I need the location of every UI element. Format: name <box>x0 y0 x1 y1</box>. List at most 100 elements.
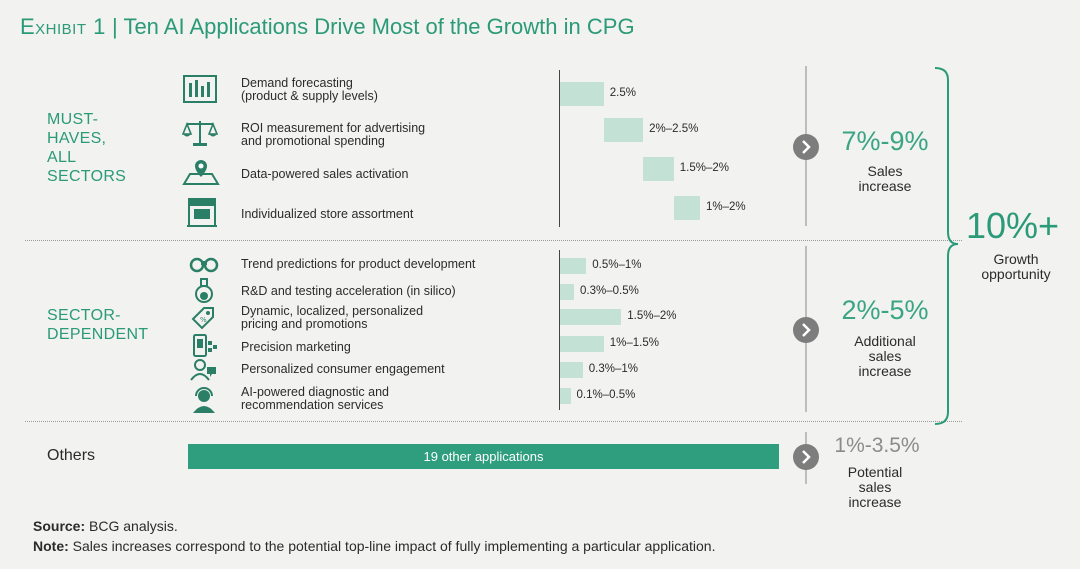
bar-value-label: 1%–2% <box>706 201 746 213</box>
bar-value-label: 0.5%–1% <box>592 259 642 271</box>
source-text: BCG analysis. <box>89 518 178 534</box>
app-label-store-assortment: Individualized store assortment <box>241 208 413 221</box>
bar-must-have <box>560 82 604 106</box>
storefront-icon <box>186 196 218 228</box>
caption-line: Additional <box>854 333 916 349</box>
bar-sector-dependent <box>560 362 583 378</box>
growth-bracket <box>930 66 960 431</box>
app-label-line: recommendation services <box>241 398 384 412</box>
chevron-right-icon <box>793 317 819 343</box>
caption-line: Growth <box>993 251 1039 267</box>
binoculars-icon <box>189 255 219 273</box>
app-label-line: Dynamic, localized, personalized <box>241 304 424 318</box>
title-separator: | <box>112 14 118 39</box>
chevron-right-icon <box>793 444 819 470</box>
bar-sector-dependent <box>560 336 604 352</box>
bar-sector-dependent <box>560 258 587 274</box>
app-label-diagnostic-services: AI-powered diagnostic and recommendation… <box>241 386 389 412</box>
section-label-line: SECTOR- <box>47 307 121 324</box>
app-label-roi-measurement: ROI measurement for advertising and prom… <box>241 122 425 148</box>
price-tag-icon: % <box>190 305 216 331</box>
app-label-line: pricing and promotions <box>241 317 368 331</box>
total-others-caption: Potential sales increase <box>815 465 935 510</box>
app-label-line: Data-powered sales activation <box>241 167 409 181</box>
section-label-line: MUST- <box>47 111 99 128</box>
footnote: Note: Sales increases correspond to the … <box>33 538 715 554</box>
app-label-line: AI-powered diagnostic and <box>241 385 390 399</box>
app-label-line: Precision marketing <box>241 340 351 354</box>
section-label-sector-dependent: SECTOR- DEPENDENT <box>47 306 148 344</box>
app-label-precision-marketing: Precision marketing <box>241 341 351 354</box>
bar-value-label: 2%–2.5% <box>649 123 699 135</box>
app-label-line: Trend predictions for product developmen… <box>241 257 476 271</box>
caption-line: sales <box>858 479 892 495</box>
section-divider <box>25 421 962 422</box>
total-must-haves: 7%-9% <box>841 126 929 156</box>
title-text: Ten AI Applications Drive Most of the Gr… <box>123 14 635 39</box>
section-divider <box>25 240 962 241</box>
caption-line: opportunity <box>981 266 1051 282</box>
app-label-rnd-acceleration: R&D and testing acceleration (in silico) <box>241 285 456 298</box>
caption-line: Potential <box>847 464 903 480</box>
note-text: Sales increases correspond to the potent… <box>72 538 716 554</box>
page-title: Exhibit 1 | Ten AI Applications Drive Mo… <box>20 14 635 40</box>
section-label-must-haves: MUST- HAVES, ALL SECTORS <box>47 110 126 186</box>
source-note: Source: BCG analysis. <box>33 518 178 534</box>
caption-line: increase <box>858 363 912 379</box>
total-sector-dependent-caption: Additional sales increase <box>825 334 945 379</box>
caption-line: increase <box>848 494 902 510</box>
exhibit-number: Exhibit 1 <box>20 14 106 39</box>
total-others: 1%-3.5% <box>834 434 920 457</box>
bar-sector-dependent <box>560 284 574 300</box>
bar-value-label: 1.5%–2% <box>627 310 677 322</box>
section-label-line: SECTORS <box>47 168 127 185</box>
app-label-line: (product & supply levels) <box>241 89 378 103</box>
axis-line-sector-dependent <box>559 250 560 410</box>
forecast-chart-icon <box>183 75 217 103</box>
bar-must-have <box>643 157 674 181</box>
growth-total: 10%+ <box>966 205 1060 246</box>
bar-value-label: 1.5%–2% <box>679 162 729 174</box>
bar-must-have <box>673 196 700 220</box>
chevron-right-icon <box>793 134 819 160</box>
app-label-line: and promotional spending <box>241 134 385 148</box>
section-label-line: ALL <box>47 149 77 166</box>
app-label-line: Individualized store assortment <box>241 207 414 221</box>
phone-marketing-icon <box>192 333 218 359</box>
caption-line: sales <box>868 348 902 364</box>
caption-line: Sales <box>867 163 903 179</box>
app-label-dynamic-pricing: Dynamic, localized, personalized pricing… <box>241 305 423 331</box>
map-pin-icon <box>182 156 220 186</box>
app-label-line: R&D and testing acceleration (in silico) <box>241 284 456 298</box>
bar-value-label: 0.3%–1% <box>588 363 638 375</box>
app-label-sales-activation: Data-powered sales activation <box>241 168 408 181</box>
bar-value-label: 0.1%–0.5% <box>576 389 636 401</box>
consultant-headset-icon <box>191 386 217 414</box>
section-label-others: Others <box>47 447 96 464</box>
total-must-haves-caption: Sales increase <box>825 164 945 194</box>
source-label: Source: <box>33 518 86 534</box>
app-label-trend-predictions: Trend predictions for product developmen… <box>241 258 475 271</box>
app-label-consumer-engagement: Personalized consumer engagement <box>241 363 445 376</box>
consumer-engagement-icon <box>190 359 218 381</box>
svg-text:%: % <box>200 316 207 324</box>
scales-icon <box>182 118 218 148</box>
axis-line-must-haves <box>559 70 560 227</box>
caption-line: increase <box>858 178 912 194</box>
bar-value-label: 2.5% <box>609 87 636 99</box>
bar-value-label: 1%–1.5% <box>609 337 659 349</box>
note-label: Note: <box>33 538 69 554</box>
app-label-line: Demand forecasting <box>241 76 353 90</box>
flask-icon <box>193 278 215 304</box>
section-label-line: DEPENDENT <box>47 326 149 343</box>
section-label-line: HAVES, <box>47 130 107 147</box>
app-label-demand-forecasting: Demand forecasting (product & supply lev… <box>241 77 378 103</box>
bar-value-label: 0.3%–0.5% <box>580 285 639 297</box>
app-label-line: Personalized consumer engagement <box>241 362 445 376</box>
app-label-line: ROI measurement for advertising <box>241 121 426 135</box>
bar-sector-dependent <box>560 388 571 404</box>
growth-caption: Growth opportunity <box>966 252 1066 282</box>
bar-must-have <box>603 118 644 142</box>
total-sector-dependent: 2%-5% <box>841 295 929 325</box>
others-bar: 19 other applications <box>188 444 779 469</box>
